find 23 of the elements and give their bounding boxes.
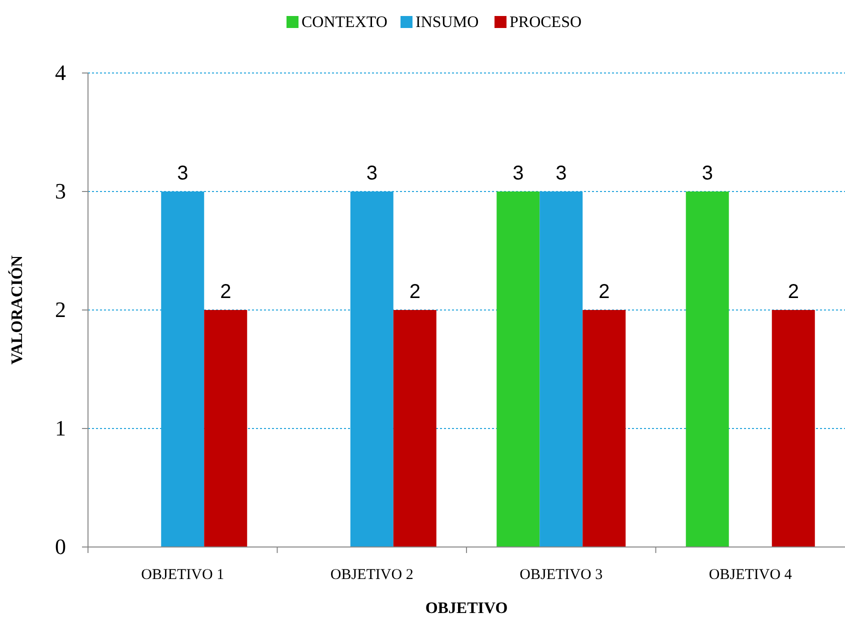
y-tick-label: 2 (55, 297, 66, 322)
y-tick-label: 0 (55, 534, 66, 559)
x-tick-label: OBJETIVO 1 (141, 567, 224, 583)
x-tick-label: OBJETIVO 2 (330, 567, 414, 583)
x-tick-label: OBJETIVO 3 (520, 567, 603, 583)
data-label: 3 (556, 162, 567, 184)
data-label: 3 (702, 162, 713, 184)
x-axis-title: OBJETIVO (425, 600, 508, 617)
legend-label: PROCESO (510, 14, 582, 31)
data-label: 2 (598, 281, 610, 303)
legend-label: CONTEXTO (302, 14, 388, 31)
data-label: 3 (512, 162, 524, 184)
data-label: 2 (409, 281, 420, 303)
legend-label: INSUMO (416, 14, 479, 31)
data-label: 2 (220, 281, 232, 303)
y-axis-title: VALORACIÓN (8, 255, 26, 365)
y-tick-label: 4 (55, 60, 66, 85)
y-tick-label: 3 (55, 178, 66, 204)
data-label: 3 (177, 162, 188, 184)
data-label: 2 (788, 281, 799, 303)
y-tick-label: 1 (55, 416, 66, 440)
x-tick-label: OBJETIVO 4 (708, 567, 792, 583)
data-label: 3 (366, 162, 378, 184)
